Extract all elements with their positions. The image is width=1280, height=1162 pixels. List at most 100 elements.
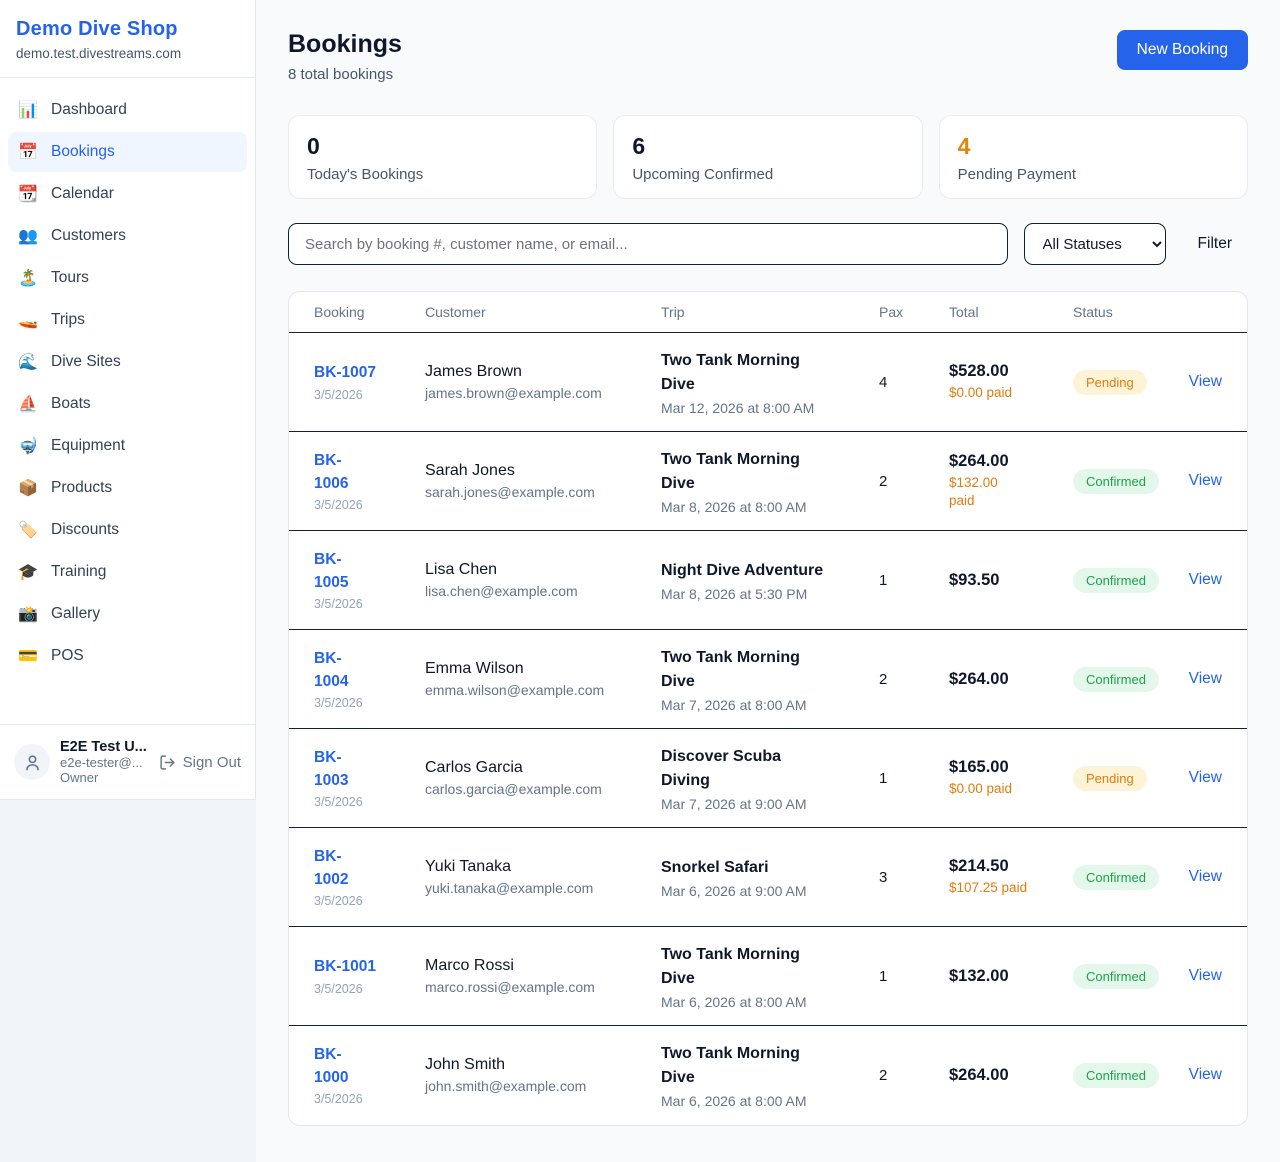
view-link[interactable]: View [1188,472,1222,489]
page-title-block: Bookings 8 total bookings [288,30,402,83]
customer-name: John Smith [425,1056,506,1074]
user-icon [25,754,39,770]
booking-id-link[interactable]: BK-1001 [314,958,377,976]
status-badge: Pending [1073,765,1147,791]
sidebar-item-label: Equipment [51,437,126,454]
booking-id-link[interactable]: BK- 1005 [314,551,349,591]
sidebar-item-discounts[interactable]: 🏷️ Discounts [8,510,247,550]
booking-id-link[interactable]: BK- 1004 [314,650,349,690]
trip-name: Discover Scuba Diving [661,747,782,789]
status-cell: Pending [1073,729,1169,828]
customer-name: Marco Rossi [425,957,514,974]
customer-email: marco.rossi@example.com [425,979,595,995]
sidebar-item-training[interactable]: 🎓 Training [8,552,247,592]
trip-datetime: Mar 12, 2026 at 8:00 AM [661,399,815,416]
trip-cell: Discover Scuba Diving Mar 7, 2026 at 9:00… [661,729,879,828]
status-cell: Confirmed [1073,432,1169,531]
trip-cell: Two Tank Morning Dive Mar 6, 2026 at 8:00… [661,927,879,1026]
customer-email: lisa.chen@example.com [425,583,578,599]
pax-cell: 1 [879,571,888,589]
new-booking-button[interactable]: New Booking [1116,30,1248,70]
stat-value: 6 [632,133,646,159]
table-row: BK- 1006 3/5/2026 Sarah Jones sarah.jones@ex… [289,431,1247,531]
actions-cell: View [1169,333,1247,432]
status-badge: Confirmed [1073,963,1159,989]
booking-id-link[interactable]: BK-1007 [314,364,377,382]
view-link[interactable]: View [1188,670,1222,687]
trip-datetime: Mar 7, 2026 at 9:00 AM [661,795,807,812]
customer-cell: John Smith john.smith@example.com [425,1026,661,1125]
total-cell: $93.50 [949,531,1073,630]
booking-cell: BK- 1006 3/5/2026 [289,432,425,531]
customer-cell: Marco Rossi marco.rossi@example.com [425,927,661,1026]
trip-datetime: Mar 7, 2026 at 8:00 AM [661,696,807,713]
view-link[interactable]: View [1188,373,1222,390]
column-header-actions [1169,292,1247,333]
customer-email: carlos.garcia@example.com [425,781,602,797]
search-input[interactable] [288,223,1008,265]
filter-button[interactable]: Filter [1182,227,1248,261]
booking-cell: BK- 1005 3/5/2026 [289,531,425,630]
view-link[interactable]: View [1188,769,1222,786]
sidebar-item-pos[interactable]: 💳 POS [8,636,247,676]
pax-cell: 2 [879,670,888,688]
booking-id-link[interactable]: BK- 1006 [314,452,349,492]
status-cell: Pending [1073,333,1169,432]
total-amount: $132.00 [949,966,1009,985]
sidebar-item-bookings[interactable]: 📅 Bookings [8,132,247,172]
sidebar-item-label: Customers [51,227,126,244]
page-header: Bookings 8 total bookings New Booking [288,30,1248,83]
sidebar-item-dive-sites[interactable]: 🌊 Dive Sites [8,342,247,382]
customer-email: yuki.tanaka@example.com [425,880,594,896]
status-badge: Confirmed [1073,1062,1159,1088]
sidebar: Demo Dive Shop demo.test.divestreams.com… [0,0,256,800]
customer-cell: Yuki Tanaka yuki.tanaka@example.com [425,828,661,927]
booking-date: 3/5/2026 [314,1092,363,1107]
customer-cell: James Brown james.brown@example.com [425,333,661,432]
sidebar-item-label: Products [51,479,113,496]
sidebar-item-equipment[interactable]: 🤿 Equipment [8,426,247,466]
sidebar-item-products[interactable]: 📦 Products [8,468,247,508]
sidebar-item-boats[interactable]: ⛵ Boats [8,384,247,424]
sidebar-item-trips[interactable]: 🚤 Trips [8,300,247,340]
booking-id-link[interactable]: BK- 1003 [314,749,349,789]
sidebar-item-label: Discounts [51,521,120,538]
dive-sites-icon: 🌊 [18,354,38,371]
stat-card-today-s-bookings: 0 Today's Bookings [288,115,598,199]
sidebar-item-dashboard[interactable]: 📊 Dashboard [8,90,247,130]
booking-id-link[interactable]: BK- 1002 [314,848,349,888]
discounts-icon: 🏷️ [18,522,38,539]
view-link[interactable]: View [1188,868,1222,885]
trip-cell: Two Tank Morning Dive Mar 8, 2026 at 8:00… [661,432,879,531]
sidebar-item-calendar[interactable]: 📆 Calendar [8,174,247,214]
sidebar-item-tours[interactable]: 🏝️ Tours [8,258,247,298]
actions-cell: View [1169,630,1247,729]
bookings-icon: 📅 [18,144,38,161]
status-cell: Confirmed [1073,1026,1169,1125]
customer-name: Sarah Jones [425,462,515,479]
booking-date: 3/5/2026 [314,794,363,809]
bookings-table: Booking Customer Trip Pax Total Status BK-100… [289,292,1247,1125]
sidebar-item-gallery[interactable]: 📸 Gallery [8,594,247,634]
status-filter-select[interactable]: All Statuses [1023,223,1166,265]
sidebar-item-label: Trips [51,311,85,328]
sidebar-item-customers[interactable]: 👥 Customers [8,216,247,256]
customer-email: sarah.jones@example.com [425,484,595,500]
customer-cell: Carlos Garcia carlos.garcia@example.com [425,729,661,828]
sign-out-button[interactable]: Sign Out [159,754,241,771]
page-title: Bookings [288,30,402,58]
column-header-trip: Trip [661,292,879,333]
total-amount: $214.50 [949,856,1009,875]
total-amount: $165.00 [949,757,1009,776]
booking-id-link[interactable]: BK- 1000 [314,1046,349,1086]
booking-cell: BK- 1000 3/5/2026 [289,1026,425,1125]
sidebar-item-label: Bookings [51,143,115,160]
pos-icon: 💳 [18,648,38,665]
trip-datetime: Mar 6, 2026 at 8:00 AM [661,1092,807,1109]
view-link[interactable]: View [1188,1066,1222,1084]
view-link[interactable]: View [1188,571,1222,588]
view-link[interactable]: View [1188,967,1222,984]
toolbar: All Statuses Filter [288,223,1248,265]
sidebar-item-label: POS [51,647,84,664]
trip-datetime: Mar 6, 2026 at 9:00 AM [661,882,807,899]
